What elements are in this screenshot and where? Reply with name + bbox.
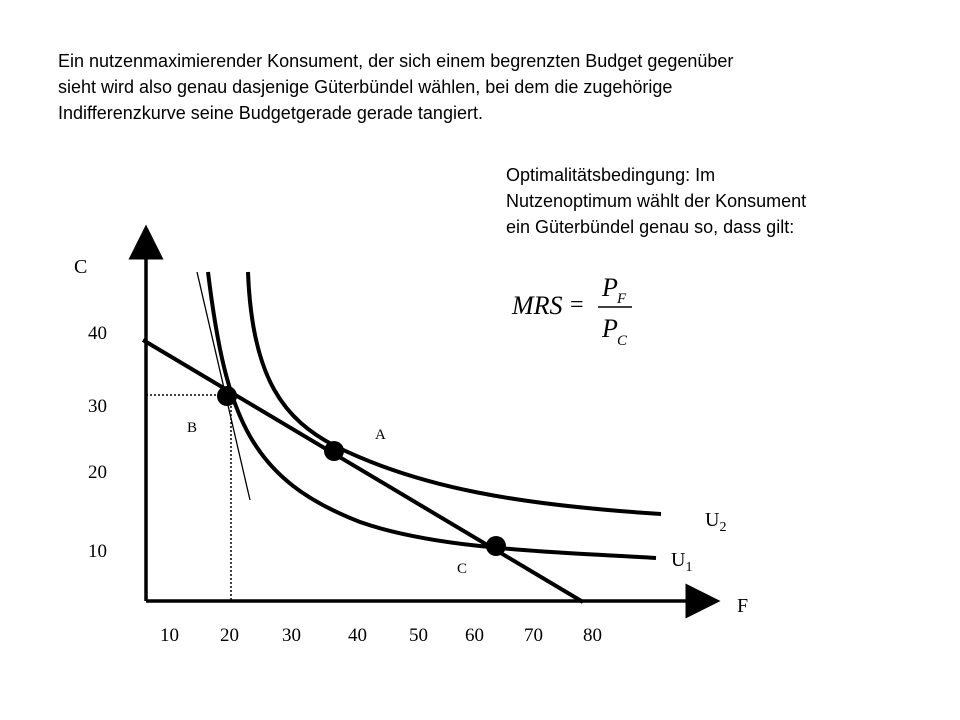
formula-numerator: P (601, 273, 618, 302)
point-a (324, 441, 344, 461)
indifference-curve-u1 (206, 271, 657, 560)
y-tick-label: 20 (88, 462, 107, 483)
indifference-curve-u2 (246, 271, 662, 516)
curve-label-u1-sub: 1 (685, 560, 692, 575)
x-tick-label: 10 (160, 625, 179, 646)
y-tick-label: 10 (88, 541, 107, 562)
budget-line (141, 338, 585, 604)
optimality-text: Optimalitätsbedingung: Im Nutzenoptimum … (506, 162, 866, 240)
x-tick-label: 50 (409, 625, 428, 646)
point-label-c: C (457, 561, 467, 577)
curve-label-u2-sub: 2 (719, 520, 726, 535)
intro-line-3: Indifferenzkurve seine Budgetgerade gera… (58, 103, 483, 123)
point-label-b: B (187, 420, 197, 436)
formula-numerator-subscript: F (616, 291, 627, 307)
formula-equals: = (570, 292, 584, 318)
curve-label-u2: U2 (705, 509, 726, 535)
intro-line-2: sieht wird also genau dasjenige Güterbün… (58, 77, 673, 97)
optimality-line-1: Optimalitätsbedingung: Im (506, 165, 716, 185)
x-axis-title: F (737, 595, 748, 617)
curve-label-u1-name: U (671, 549, 686, 571)
intro-text: Ein nutzenmaximierender Konsument, der s… (58, 48, 888, 126)
point-label-a: A (375, 427, 386, 443)
formula-denominator-subscript: C (617, 333, 628, 349)
formula-lhs: MRS (511, 291, 563, 320)
y-tick-label: 40 (88, 323, 107, 344)
y-tick-label: 30 (88, 396, 107, 417)
x-tick-label: 70 (524, 625, 543, 646)
mrs-formula: MRS = P F P C (511, 273, 632, 349)
x-tick-label: 20 (220, 625, 239, 646)
curve-label-u2-name: U (705, 509, 720, 531)
point-b (217, 386, 237, 406)
intro-line-1: Ein nutzenmaximierender Konsument, der s… (58, 51, 734, 71)
formula-denominator: P (601, 314, 618, 343)
y-axis-title: C (74, 256, 87, 278)
x-tick-label: 80 (583, 625, 602, 646)
optimality-line-3: ein Güterbündel genau so, dass gilt: (506, 217, 795, 237)
point-c (486, 536, 506, 556)
curve-label-u1: U1 (671, 549, 692, 575)
x-tick-label: 60 (465, 625, 484, 646)
x-tick-label: 30 (282, 625, 301, 646)
x-tick-label: 40 (348, 625, 367, 646)
optimality-line-2: Nutzenoptimum wählt der Konsument (506, 191, 807, 211)
